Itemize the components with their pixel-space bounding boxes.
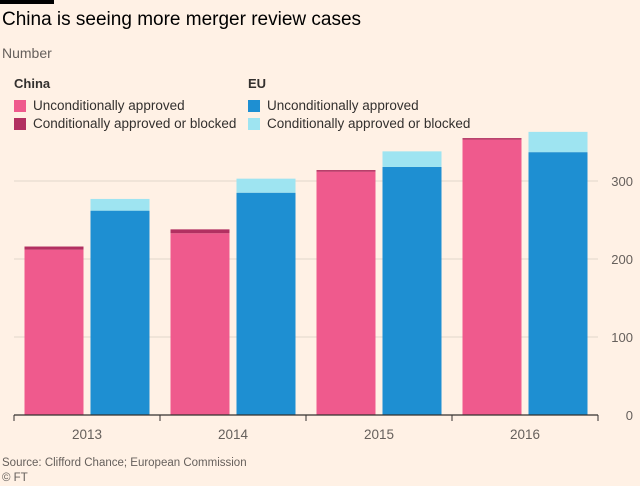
legend-china-uncond: Unconditionally approved — [14, 97, 236, 114]
legend-china-cond-swatch — [14, 117, 26, 130]
chart-title: China is seeing more merger review cases — [2, 9, 362, 30]
bar-china-cond-2015 — [316, 170, 376, 172]
legend-eu-uncond: Unconditionally approved — [248, 97, 470, 114]
legend-china-uncond-swatch — [14, 99, 26, 112]
bar-china-uncond-2016 — [462, 139, 522, 415]
brand-bar — [0, 0, 54, 4]
bar-eu-cond-2016 — [528, 131, 588, 153]
legend-china-cond: Conditionally approved or blocked — [14, 115, 236, 132]
legend-china-cond-label: Conditionally approved or blocked — [33, 116, 237, 131]
bar-china-uncond-2014 — [170, 233, 230, 415]
bar-china-cond-2014 — [170, 229, 230, 234]
bar-eu-uncond-2015 — [382, 166, 442, 415]
legend-eu-cond-swatch — [248, 117, 260, 130]
legend-eu-uncond-label: Unconditionally approved — [267, 98, 419, 113]
bar-china-cond-2016 — [462, 138, 522, 140]
legend-eu-uncond-swatch — [248, 99, 260, 112]
x-tick-label-2016: 2016 — [510, 427, 540, 442]
source-note: Source: Clifford Chance; European Commis… — [2, 457, 247, 469]
bar-china-cond-2013 — [24, 246, 84, 250]
x-tick-label-2014: 2014 — [218, 427, 249, 442]
legend-eu-heading: EU — [248, 76, 267, 91]
y-tick-label-200: 200 — [611, 252, 633, 267]
bar-eu-uncond-2016 — [528, 152, 588, 415]
copyright-note: © FT — [2, 472, 28, 484]
bar-eu-cond-2013 — [90, 198, 150, 211]
bar-eu-cond-2014 — [236, 178, 296, 193]
legend-china-uncond-label: Unconditionally approved — [33, 98, 185, 113]
y-tick-label-100: 100 — [611, 330, 633, 345]
legend-china: China Unconditionally approved Condition… — [14, 76, 236, 133]
y-tick-label-0: 0 — [626, 408, 633, 423]
legend-china-heading: China — [14, 76, 51, 91]
legend-eu-cond: Conditionally approved or blocked — [248, 115, 470, 132]
bar-eu-uncond-2013 — [90, 210, 150, 415]
x-tick-label-2015: 2015 — [364, 427, 394, 442]
bar-china-uncond-2015 — [316, 171, 376, 415]
bar-china-uncond-2013 — [24, 249, 84, 415]
y-tick-label-300: 300 — [611, 174, 633, 189]
chart-subtitle: Number — [2, 45, 52, 61]
legend-eu: EU Unconditionally approved Conditionall… — [248, 76, 470, 133]
x-tick-label-2013: 2013 — [72, 427, 102, 442]
bar-eu-cond-2015 — [382, 151, 442, 167]
legend-eu-cond-label: Conditionally approved or blocked — [267, 116, 471, 131]
bar-eu-uncond-2014 — [236, 192, 296, 415]
